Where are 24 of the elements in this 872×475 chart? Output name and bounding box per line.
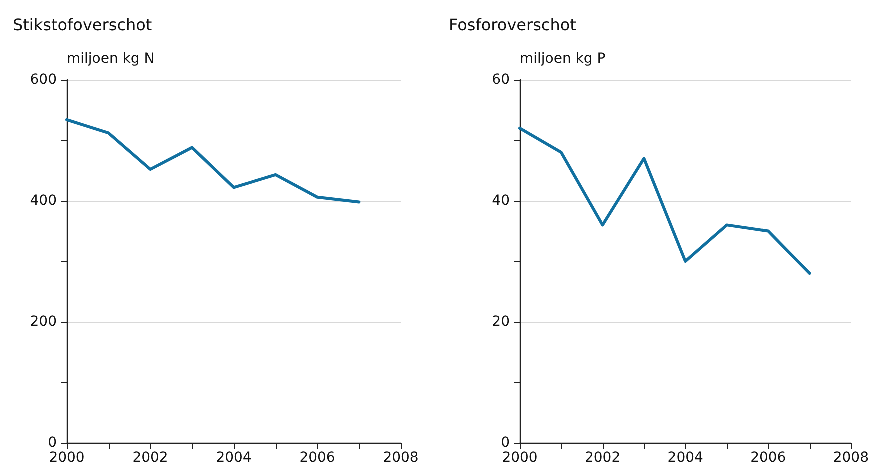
y-tick-label: 60 <box>492 72 510 88</box>
x-tick-label: 2004 <box>668 450 704 466</box>
y-tick-label: 0 <box>48 435 57 451</box>
x-tick-label: 2008 <box>383 450 419 466</box>
x-tick-label: 2000 <box>502 450 538 466</box>
x-tick-label: 2006 <box>750 450 786 466</box>
y-tick-label: 0 <box>501 435 510 451</box>
y-tick-label: 200 <box>30 314 57 330</box>
y-tick-label: 40 <box>492 193 510 209</box>
y-tick-label: 20 <box>492 314 510 330</box>
chart-title: Fosforoverschot <box>449 16 576 34</box>
y-tick-label: 600 <box>30 72 57 88</box>
line-series <box>66 118 361 204</box>
x-tick-label: 2000 <box>49 450 85 466</box>
x-tick-label: 2002 <box>132 450 168 466</box>
y-axis-title: miljoen kg P <box>520 51 606 67</box>
chart-title: Stikstofoverschot <box>13 16 152 34</box>
y-axis-title: miljoen kg N <box>67 51 155 67</box>
y-tick-label: 400 <box>30 193 57 209</box>
x-tick-label: 2004 <box>216 450 252 466</box>
x-tick-label: 2002 <box>584 450 621 466</box>
x-tick-label: 2008 <box>833 450 870 466</box>
line-series <box>518 126 812 276</box>
x-tick-label: 2006 <box>300 450 336 466</box>
